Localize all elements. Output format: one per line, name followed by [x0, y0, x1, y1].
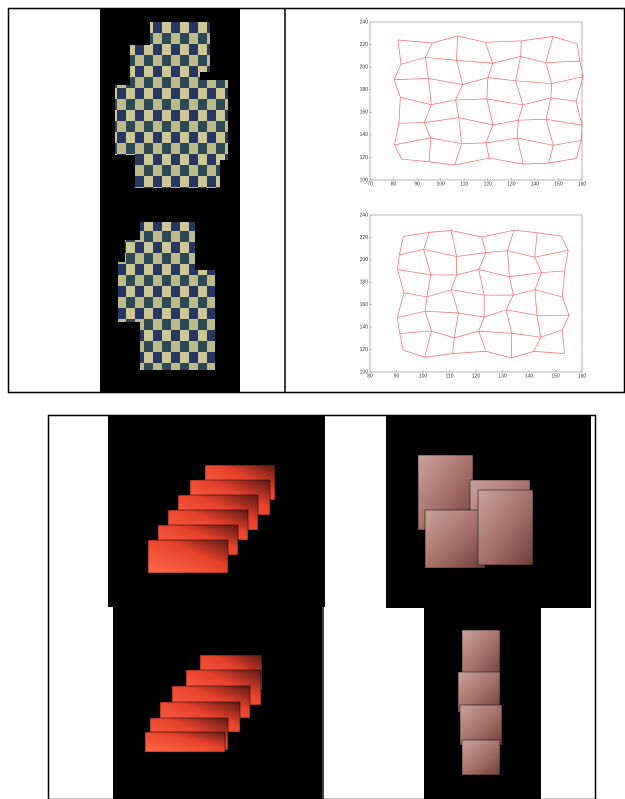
- x-tick-label: 150: [551, 373, 560, 379]
- page: {"figure": {"plots": [ {"xlim": [70, 160…: [0, 0, 625, 799]
- y-tick-label: 200: [360, 64, 369, 70]
- mosaic-pink-bottom: [458, 630, 502, 775]
- x-tick-label: 120: [484, 181, 493, 187]
- y-tick-label: 180: [360, 280, 369, 286]
- x-tick-label: 80: [391, 181, 397, 187]
- y-tick-label: 200: [360, 257, 369, 263]
- y-tick-label: 100: [360, 177, 369, 183]
- y-tick-label: 220: [360, 235, 369, 241]
- y-tick-label: 240: [360, 19, 369, 25]
- y-tick-label: 160: [360, 110, 369, 116]
- x-tick-label: 90: [414, 181, 420, 187]
- y-tick-label: 120: [360, 155, 369, 161]
- y-tick-label: 100: [360, 369, 369, 375]
- x-tick-label: 140: [525, 373, 534, 379]
- x-tick-label: 130: [498, 373, 507, 379]
- y-tick-label: 220: [360, 42, 369, 48]
- x-tick-label: 70: [367, 181, 373, 187]
- x-tick-label: 140: [531, 181, 540, 187]
- x-tick-label: 150: [554, 181, 563, 187]
- y-tick-label: 160: [360, 302, 369, 308]
- x-tick-label: 120: [472, 373, 481, 379]
- x-tick-label: 130: [507, 181, 516, 187]
- x-tick-label: 80: [367, 373, 373, 379]
- x-tick-label: 100: [419, 373, 428, 379]
- y-tick-label: 140: [360, 324, 369, 330]
- x-tick-label: 100: [436, 181, 445, 187]
- x-tick-label: 110: [446, 373, 454, 379]
- y-tick-label: 120: [360, 347, 369, 353]
- y-tick-label: 180: [360, 87, 369, 93]
- figure: 70 80 90 100 110 120 130 140 150 160 100 120 140 160 1…: [0, 0, 625, 799]
- x-tick-label: 160: [578, 181, 587, 187]
- y-tick-label: 140: [360, 132, 369, 138]
- x-tick-label: 160: [578, 373, 587, 379]
- y-tick-label: 240: [360, 212, 369, 218]
- x-tick-label: 110: [460, 181, 468, 187]
- x-tick-label: 90: [394, 373, 400, 379]
